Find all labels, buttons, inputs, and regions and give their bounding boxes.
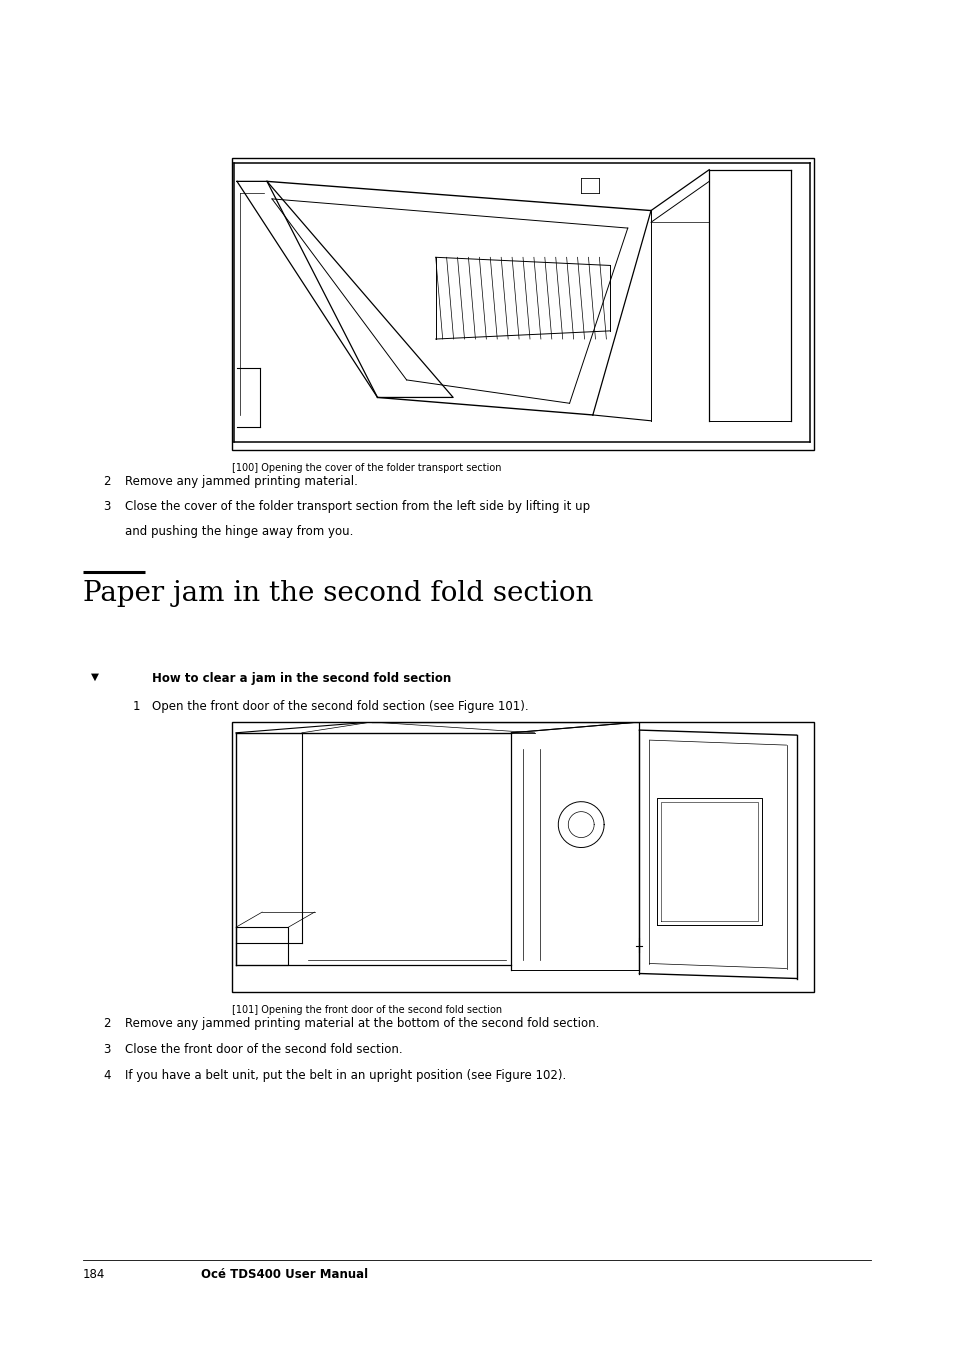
Text: 1: 1 bbox=[132, 700, 140, 713]
Text: Open the front door of the second fold section (see Figure 101).: Open the front door of the second fold s… bbox=[152, 700, 528, 713]
Text: 2: 2 bbox=[103, 476, 111, 488]
Text: Remove any jammed printing material at the bottom of the second fold section.: Remove any jammed printing material at t… bbox=[125, 1017, 598, 1029]
Text: 184: 184 bbox=[83, 1269, 105, 1281]
Text: Close the front door of the second fold section.: Close the front door of the second fold … bbox=[125, 1043, 402, 1056]
Text: [100] Opening the cover of the folder transport section: [100] Opening the cover of the folder tr… bbox=[232, 463, 501, 473]
Text: If you have a belt unit, put the belt in an upright position (see Figure 102).: If you have a belt unit, put the belt in… bbox=[125, 1069, 566, 1082]
Text: How to clear a jam in the second fold section: How to clear a jam in the second fold se… bbox=[152, 671, 451, 685]
Text: Paper jam in the second fold section: Paper jam in the second fold section bbox=[83, 580, 593, 607]
Text: 4: 4 bbox=[103, 1069, 111, 1082]
Text: Close the cover of the folder transport section from the left side by lifting it: Close the cover of the folder transport … bbox=[125, 500, 590, 513]
Text: [101] Opening the front door of the second fold section: [101] Opening the front door of the seco… bbox=[232, 1005, 501, 1015]
Text: Remove any jammed printing material.: Remove any jammed printing material. bbox=[125, 476, 357, 488]
Bar bbox=[232, 721, 813, 992]
Text: ▼: ▼ bbox=[91, 671, 99, 682]
Text: 3: 3 bbox=[104, 1043, 111, 1056]
Text: Océ TDS400 User Manual: Océ TDS400 User Manual bbox=[201, 1269, 368, 1281]
Text: 3: 3 bbox=[104, 500, 111, 513]
Bar bbox=[232, 158, 813, 450]
Text: 2: 2 bbox=[103, 1017, 111, 1029]
Text: and pushing the hinge away from you.: and pushing the hinge away from you. bbox=[125, 526, 353, 538]
